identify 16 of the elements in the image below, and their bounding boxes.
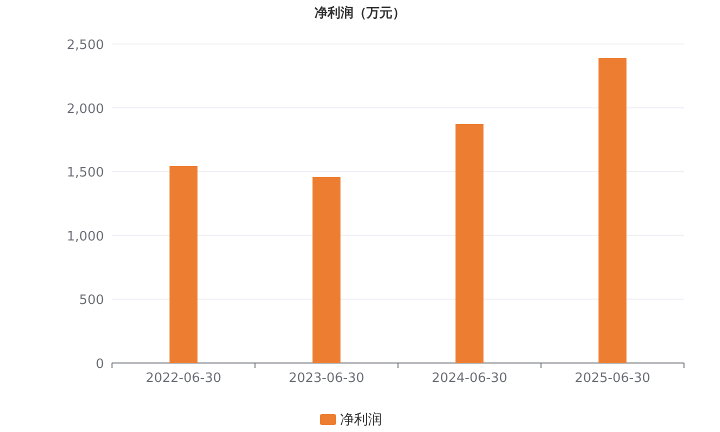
x-tick-label: 2025-06-30 <box>574 371 650 386</box>
y-tick-label: 0 <box>96 357 104 372</box>
y-tick-label: 2,000 <box>66 102 104 117</box>
x-tick-label: 2022-06-30 <box>146 371 222 386</box>
x-tick-label: 2024-06-30 <box>432 371 508 386</box>
bar <box>456 124 484 363</box>
bar <box>312 176 340 363</box>
x-tick-label: 2023-06-30 <box>288 371 364 386</box>
legend-label: 净利润 <box>340 412 382 428</box>
y-tick-label: 1,500 <box>66 166 104 181</box>
y-tick-label: 2,500 <box>66 38 104 53</box>
bar <box>598 58 626 363</box>
y-tick-label: 500 <box>79 293 104 308</box>
bar <box>170 166 198 363</box>
y-tick-label: 1,000 <box>66 229 104 244</box>
chart-title: 净利润（万元） <box>314 5 406 21</box>
